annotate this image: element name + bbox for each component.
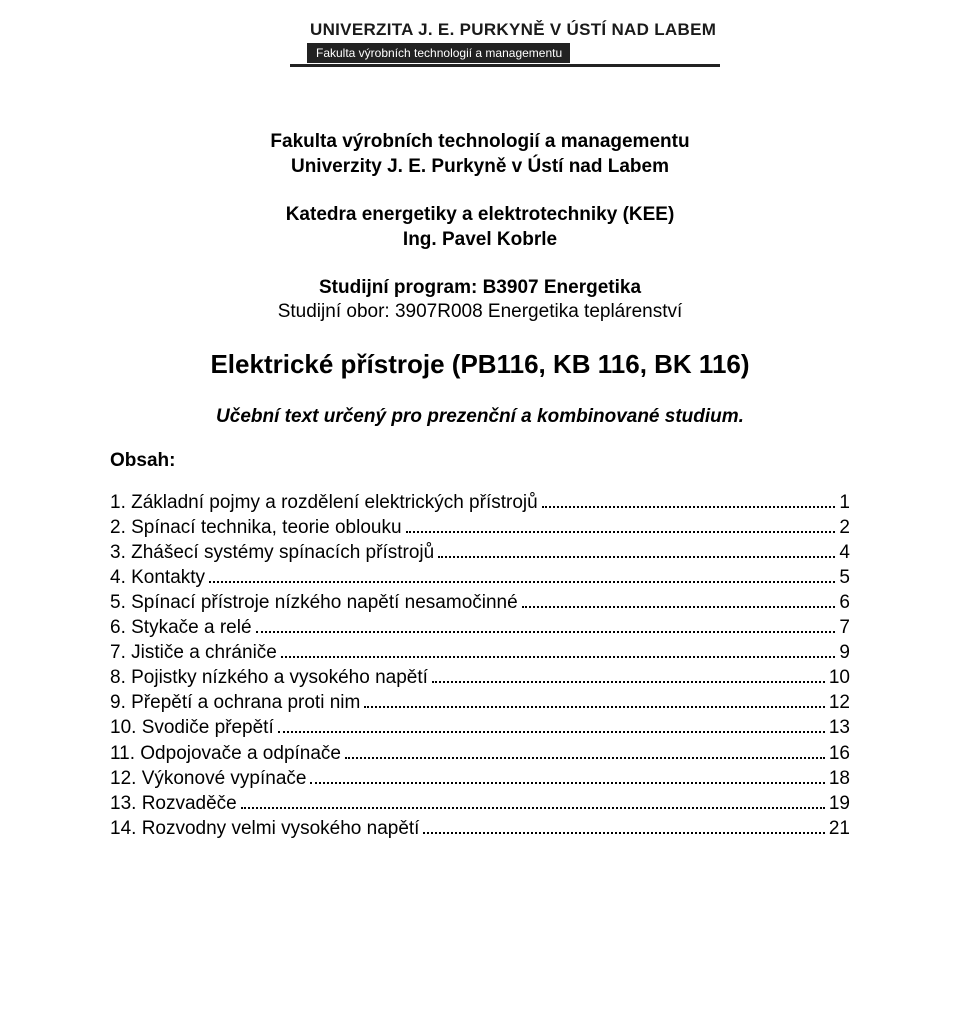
logo-divider	[290, 43, 310, 63]
toc-label: 10. Svodiče přepětí	[110, 715, 274, 740]
toc-row: 13. Rozvaděče 19	[110, 791, 850, 816]
toc-leader-dots	[522, 591, 836, 608]
toc-page-number: 4	[839, 540, 850, 565]
page-header: UNIVERZITA J. E. PURKYNĚ V ÚSTÍ NAD LABE…	[290, 20, 720, 63]
toc-row: 3. Zhášecí systémy spínacích přístrojů 4	[110, 540, 850, 565]
university-name: UNIVERZITA J. E. PURKYNĚ V ÚSTÍ NAD LABE…	[290, 20, 720, 40]
faculty-name: Fakulta výrobních technologií a manageme…	[310, 43, 570, 63]
document-subtitle: Učební text určený pro prezenční a kombi…	[110, 406, 850, 428]
toc-page-number: 18	[829, 766, 850, 791]
toc-label: 5. Spínací přístroje nízkého napětí nesa…	[110, 590, 518, 615]
toc-label: 13. Rozvaděče	[110, 791, 237, 816]
toc-row: 14. Rozvodny velmi vysokého napětí 21	[110, 816, 850, 841]
toc-page-number: 1	[839, 490, 850, 515]
toc-leader-dots	[241, 792, 825, 809]
toc-label: 1. Základní pojmy a rozdělení elektrický…	[110, 490, 538, 515]
toc-leader-dots	[256, 616, 836, 633]
toc-label: 8. Pojistky nízkého a vysokého napětí	[110, 665, 428, 690]
study-program: Studijní program: B3907 Energetika	[110, 277, 850, 299]
toc-row: 2. Spínací technika, teorie oblouku 2	[110, 515, 850, 540]
faculty-bar-wrap: Fakulta výrobních technologií a manageme…	[290, 43, 720, 63]
toc-leader-dots	[432, 666, 825, 683]
toc-row: 1. Základní pojmy a rozdělení elektrický…	[110, 490, 850, 515]
toc-row: 6. Stykače a relé 7	[110, 615, 850, 640]
toc-leader-dots	[542, 491, 836, 508]
toc-row: 7. Jističe a chrániče 9	[110, 640, 850, 665]
toc-label: 4. Kontakty	[110, 565, 205, 590]
toc-page-number: 10	[829, 665, 850, 690]
toc-leader-dots	[406, 516, 836, 533]
kee-line-2: Ing. Pavel Kobrle	[110, 228, 850, 253]
toc-row: 4. Kontakty 5	[110, 565, 850, 590]
kee-block: Katedra energetiky a elektrotechniky (KE…	[110, 203, 850, 252]
toc-leader-dots	[281, 641, 836, 658]
toc-page-number: 13	[829, 715, 850, 740]
toc-page-number: 6	[839, 590, 850, 615]
toc-label: 11. Odpojovače a odpínače	[110, 741, 341, 766]
toc-row: 8. Pojistky nízkého a vysokého napětí 10	[110, 665, 850, 690]
toc-row: 11. Odpojovače a odpínače 16	[110, 741, 850, 766]
table-of-contents: 1. Základní pojmy a rozdělení elektrický…	[110, 490, 850, 841]
toc-row: 9. Přepětí a ochrana proti nim 12	[110, 690, 850, 715]
toc-leader-dots	[345, 741, 825, 758]
toc-leader-dots	[278, 716, 825, 733]
dept-line-2: Univerzity J. E. Purkyně v Ústí nad Labe…	[110, 155, 850, 180]
toc-leader-dots	[364, 691, 825, 708]
study-field: Studijní obor: 3907R008 Energetika teplá…	[110, 301, 850, 323]
toc-label: 14. Rozvodny velmi vysokého napětí	[110, 816, 419, 841]
toc-label: 3. Zhášecí systémy spínacích přístrojů	[110, 540, 434, 565]
toc-label: 6. Stykače a relé	[110, 615, 252, 640]
toc-page-number: 9	[839, 640, 850, 665]
document-title: Elektrické přístroje (PB116, KB 116, BK …	[110, 349, 850, 380]
toc-row: 5. Spínací přístroje nízkého napětí nesa…	[110, 590, 850, 615]
toc-heading: Obsah:	[110, 450, 850, 472]
toc-leader-dots	[310, 767, 824, 784]
header-rule	[290, 64, 720, 67]
toc-leader-dots	[423, 817, 824, 834]
toc-page-number: 16	[829, 741, 850, 766]
toc-label: 2. Spínací technika, teorie oblouku	[110, 515, 402, 540]
toc-row: 10. Svodiče přepětí 13	[110, 715, 850, 740]
toc-page-number: 7	[839, 615, 850, 640]
toc-leader-dots	[209, 566, 835, 583]
toc-page-number: 5	[839, 565, 850, 590]
department-title: Fakulta výrobních technologií a manageme…	[110, 130, 850, 179]
toc-leader-dots	[438, 541, 835, 558]
toc-row: 12. Výkonové vypínače 18	[110, 766, 850, 791]
toc-page-number: 19	[829, 791, 850, 816]
toc-label: 12. Výkonové vypínače	[110, 766, 306, 791]
toc-page-number: 12	[829, 690, 850, 715]
toc-label: 7. Jističe a chrániče	[110, 640, 277, 665]
kee-line-1: Katedra energetiky a elektrotechniky (KE…	[110, 203, 850, 228]
toc-page-number: 21	[829, 816, 850, 841]
dept-line-1: Fakulta výrobních technologií a manageme…	[110, 130, 850, 155]
toc-label: 9. Přepětí a ochrana proti nim	[110, 690, 360, 715]
toc-page-number: 2	[839, 515, 850, 540]
document-body: Fakulta výrobních technologií a manageme…	[110, 130, 850, 841]
